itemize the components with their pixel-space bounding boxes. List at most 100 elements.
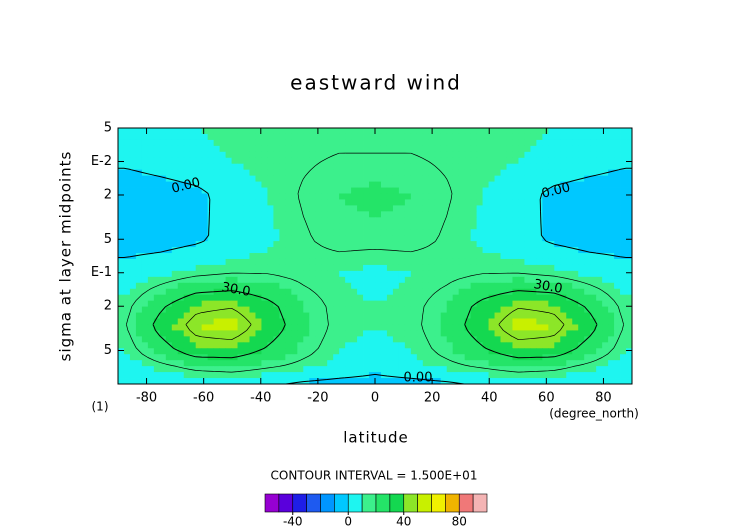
field-cell xyxy=(231,145,238,153)
field-cell xyxy=(614,372,621,379)
field-cell xyxy=(189,253,197,260)
field-cell xyxy=(303,163,310,171)
field-cell xyxy=(452,128,460,135)
field-cell xyxy=(566,151,573,159)
field-cell xyxy=(440,169,448,177)
field-cell xyxy=(584,128,591,135)
field-cell xyxy=(614,133,621,141)
field-cell xyxy=(207,270,215,278)
field-cell xyxy=(608,253,615,260)
field-cell xyxy=(309,324,316,331)
field-cell xyxy=(147,229,155,236)
field-cell xyxy=(488,199,495,206)
field-cell xyxy=(321,217,328,224)
field-cell xyxy=(321,282,328,290)
field-cell xyxy=(518,157,525,165)
field-cell xyxy=(536,217,543,224)
field-cell xyxy=(291,151,298,159)
field-cell xyxy=(123,133,131,141)
field-cell xyxy=(404,211,412,218)
field-cell xyxy=(554,300,561,307)
field-cell xyxy=(129,264,137,272)
field-cell xyxy=(620,229,627,236)
field-cell xyxy=(614,211,621,218)
field-cell xyxy=(309,253,316,260)
field-cell xyxy=(398,348,406,355)
field-cell xyxy=(363,330,370,337)
field-cell xyxy=(201,336,209,343)
field-cell xyxy=(500,193,507,200)
field-cell xyxy=(363,169,370,177)
field-cell xyxy=(249,193,256,200)
field-cell xyxy=(596,181,603,188)
field-cell xyxy=(506,354,513,361)
field-cell xyxy=(416,163,424,171)
field-cell xyxy=(392,258,400,266)
field-cell xyxy=(237,211,244,218)
field-cell xyxy=(273,163,280,171)
field-cell xyxy=(494,348,501,355)
field-cell xyxy=(434,348,442,355)
field-cell xyxy=(488,288,495,296)
field-cell xyxy=(464,223,472,230)
field-cell xyxy=(398,354,406,361)
field-cell xyxy=(560,247,567,254)
field-cell xyxy=(500,133,507,141)
field-cell xyxy=(147,133,155,141)
field-cell xyxy=(596,372,603,379)
field-cell xyxy=(231,128,238,135)
field-cell xyxy=(416,151,424,159)
field-cell xyxy=(482,312,489,319)
field-cell xyxy=(195,348,203,355)
field-cell xyxy=(458,241,466,248)
field-cell xyxy=(398,187,406,194)
field-cell xyxy=(303,264,310,272)
field-cell xyxy=(434,360,442,367)
field-cell xyxy=(518,199,525,206)
field-cell xyxy=(596,312,603,319)
field-cell xyxy=(626,348,633,355)
field-cell xyxy=(189,187,197,194)
field-cell xyxy=(572,145,579,153)
field-cell xyxy=(392,169,400,177)
field-cell xyxy=(464,306,472,313)
field-cell xyxy=(207,324,215,331)
field-cell xyxy=(428,157,436,165)
field-cell xyxy=(602,133,609,141)
field-cell xyxy=(464,187,472,194)
field-cell xyxy=(470,330,478,337)
field-cell xyxy=(434,133,442,141)
field-cell xyxy=(213,258,221,266)
field-cell xyxy=(452,306,460,313)
field-cell xyxy=(207,360,215,367)
field-cell xyxy=(249,205,256,212)
field-cell xyxy=(494,342,501,349)
field-cell xyxy=(309,247,316,254)
field-cell xyxy=(183,312,191,319)
field-cell xyxy=(542,181,549,188)
field-cell xyxy=(572,366,579,373)
field-cell xyxy=(135,217,143,224)
field-cell xyxy=(392,235,400,242)
field-cell xyxy=(237,193,244,200)
field-cell xyxy=(428,151,436,159)
field-cell xyxy=(267,378,274,385)
field-cell xyxy=(321,354,328,361)
field-cell xyxy=(195,217,203,224)
field-cell xyxy=(123,139,131,147)
field-cell xyxy=(123,270,131,278)
field-cell xyxy=(147,366,155,373)
field-cell xyxy=(135,330,143,337)
field-cell xyxy=(506,378,513,385)
field-cell xyxy=(506,199,513,206)
field-cell xyxy=(261,324,268,331)
field-cell xyxy=(159,270,167,278)
field-cell xyxy=(434,324,442,331)
field-cell xyxy=(255,276,262,284)
field-cell xyxy=(123,205,131,212)
field-cell xyxy=(596,235,603,242)
field-cell xyxy=(494,378,501,385)
field-cell xyxy=(578,139,585,147)
field-cell xyxy=(500,270,507,278)
field-cell xyxy=(530,175,537,182)
